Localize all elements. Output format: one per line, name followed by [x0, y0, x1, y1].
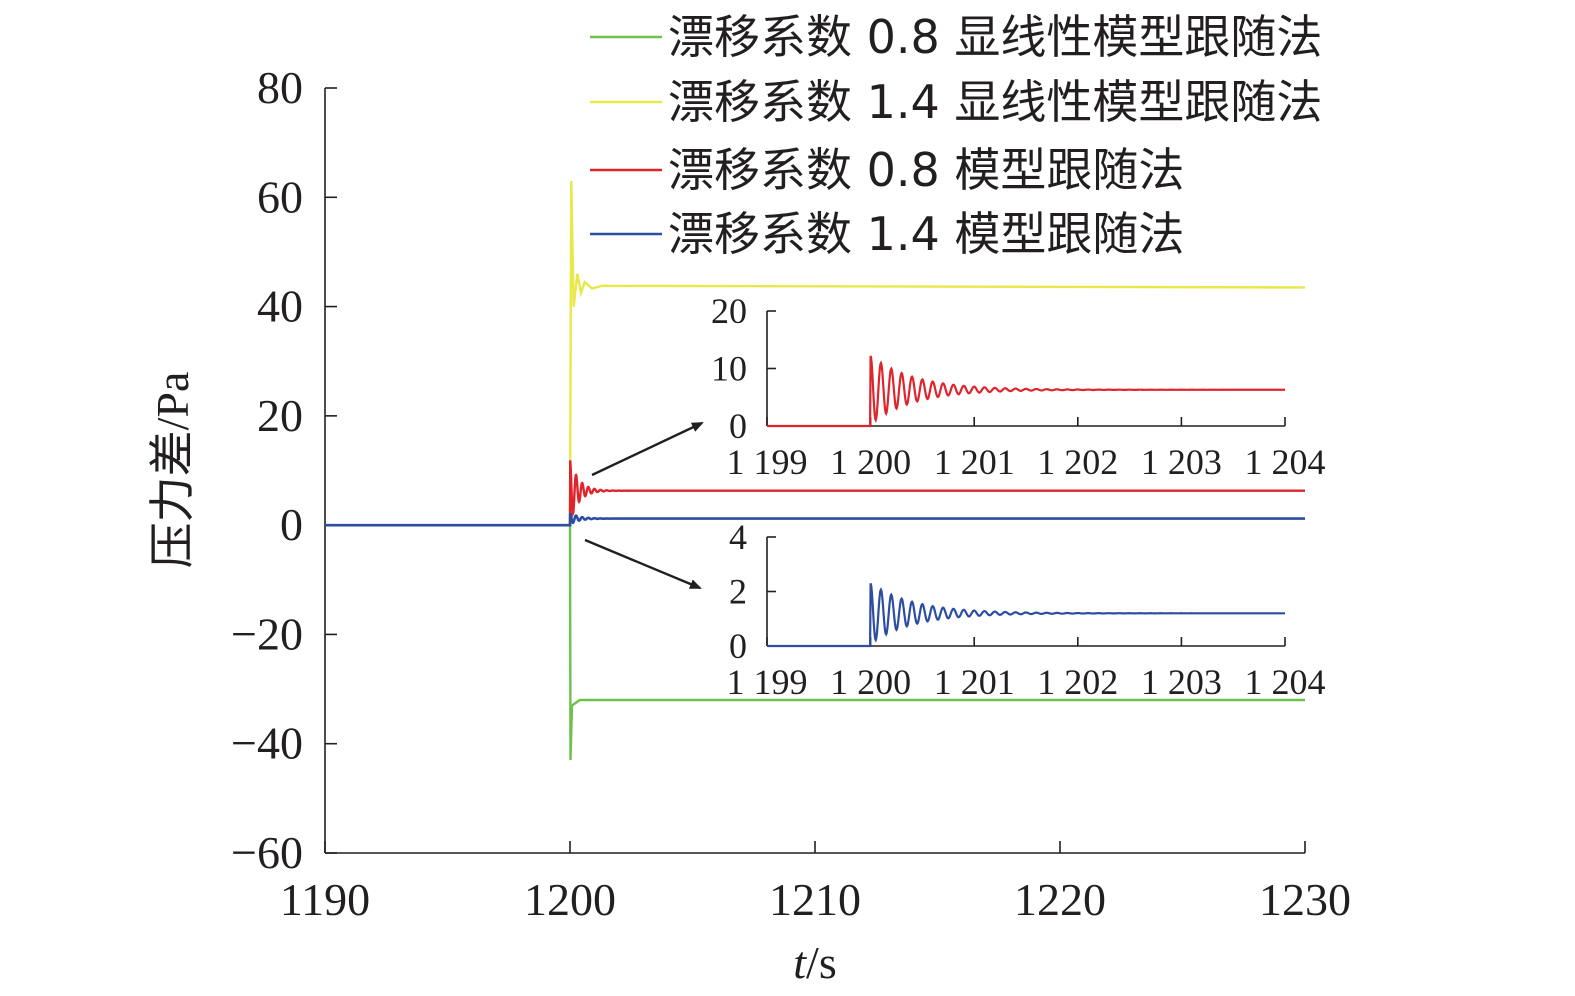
legend-entry: 漂移系数 0.8 显线性模型跟随法 — [668, 10, 1322, 64]
x-tick-label: 1190 — [280, 874, 370, 925]
x-tick-label: 1200 — [524, 874, 616, 925]
inset-y-tick-label: 4 — [729, 517, 747, 557]
inset-x-tick-label: 1 201 — [934, 662, 1015, 702]
inset-x-tick-label: 1 202 — [1037, 662, 1118, 702]
inset-y-tick-label: 20 — [711, 291, 747, 331]
inset-x-tick-label: 1 201 — [934, 442, 1015, 482]
legend-entry: 漂移系数 1.4 模型跟随法 — [668, 207, 1184, 261]
y-axis-label: 压力差/Pa — [147, 372, 198, 569]
inset-x-tick-label: 1 200 — [830, 442, 911, 482]
inset-x-tick-label: 1 200 — [830, 662, 911, 702]
inset-series-line — [767, 583, 1285, 648]
series-line-green — [325, 523, 1305, 761]
inset-y-tick-label: 2 — [729, 572, 747, 612]
series-line-blue — [325, 512, 1305, 527]
arrow-to-blue-inset — [584, 538, 702, 590]
inset-y-tick-label: 0 — [729, 626, 747, 666]
inset-series-line — [767, 355, 1285, 428]
inset-plot-red: 1 199 1 200 1 201 1 202 1 203 1 204 0 10 20 — [711, 291, 1326, 482]
inset-x-tick-label: 1 202 — [1037, 442, 1118, 482]
main-lines — [325, 180, 1306, 761]
x-tick-label: 1210 — [769, 874, 861, 925]
y-tick-label: 60 — [257, 171, 303, 222]
x-tick-label: 1230 — [1259, 874, 1351, 925]
inset-x-tick-label: 1 203 — [1141, 662, 1222, 702]
inset-x-tick-label: 1 204 — [1245, 662, 1326, 702]
inset-x-tick-label: 1 204 — [1245, 442, 1326, 482]
y-tick-label: 0 — [280, 499, 303, 550]
y-tick-label: −20 — [231, 608, 303, 659]
y-tick-label: −60 — [231, 827, 303, 878]
x-axis-label-var: t — [793, 937, 807, 988]
inset-y-tick-label: 0 — [729, 406, 747, 446]
inset-plot-blue: 1 199 1 200 1 201 1 202 1 203 1 204 0 2 4 — [727, 517, 1326, 702]
x-tick-label: 1220 — [1014, 874, 1106, 925]
inset-x-tick-label: 1 199 — [727, 662, 808, 702]
series-line-yellow — [325, 180, 1306, 527]
x-axis-label-unit: /s — [806, 937, 837, 988]
y-tick-label: −40 — [231, 718, 303, 769]
arrow-to-red-inset — [591, 421, 704, 477]
legend-entry: 漂移系数 1.4 显线性模型跟随法 — [668, 75, 1322, 129]
inset-x-tick-label: 1 203 — [1141, 442, 1222, 482]
inset-y-tick-label: 10 — [711, 349, 747, 389]
y-tick-label: 40 — [257, 281, 303, 332]
y-tick-label: 80 — [257, 62, 303, 113]
inset-x-tick-label: 1 199 — [727, 442, 808, 482]
y-tick-label: 20 — [257, 390, 303, 441]
x-axis-label: t/s — [793, 937, 836, 988]
legend-entry: 漂移系数 0.8 模型跟随法 — [668, 143, 1184, 197]
